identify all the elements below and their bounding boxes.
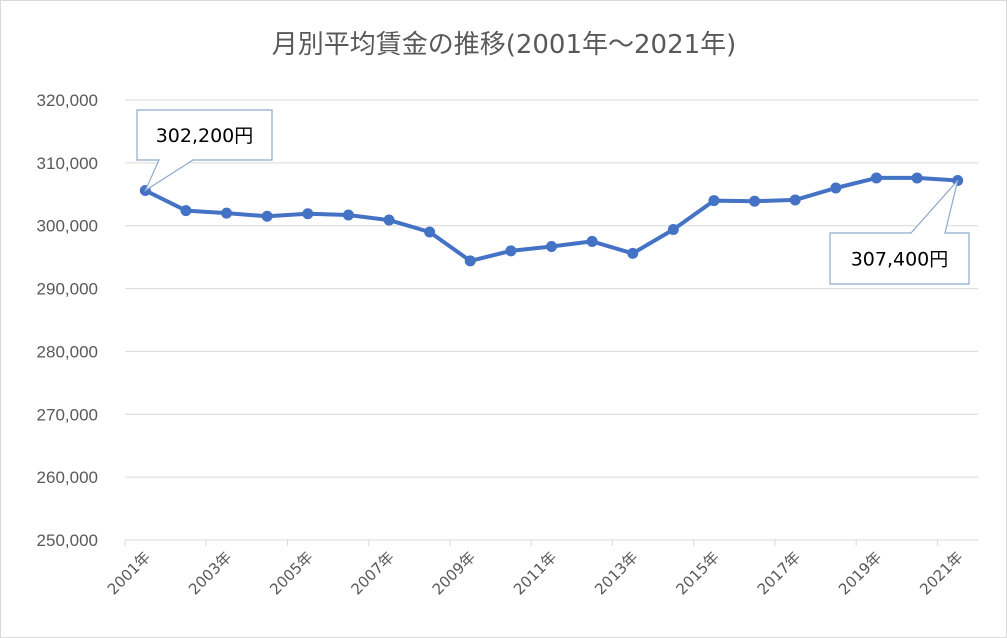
data-point [221, 207, 233, 219]
y-tick-label: 290,000 [37, 280, 98, 299]
x-tick-label: 2009年 [429, 548, 479, 598]
gridlines [125, 99, 978, 478]
data-point [749, 195, 761, 207]
callout-box [136, 109, 273, 193]
y-tick-label: 300,000 [37, 217, 98, 236]
data-point [383, 214, 395, 226]
y-tick-label: 320,000 [37, 91, 98, 110]
x-tick-label: 2007年 [348, 548, 398, 598]
x-tick-label: 2017年 [754, 548, 804, 598]
callout-box [829, 180, 970, 285]
data-point [789, 194, 801, 206]
x-tick-label: 2015年 [672, 548, 722, 598]
x-tick-label: 2013年 [591, 548, 641, 598]
data-point [505, 245, 517, 257]
data-point [870, 172, 882, 184]
x-tick-label: 2005年 [266, 548, 316, 598]
data-point [586, 235, 598, 247]
series-wages [139, 172, 964, 267]
y-tick-label: 280,000 [37, 342, 98, 361]
y-tick-label: 260,000 [37, 468, 98, 487]
x-tick-label: 2001年 [104, 548, 154, 598]
data-point [342, 209, 354, 221]
y-axis-tick-labels: 320,000 310,000 300,000 290,000 280,000 270,0… [37, 91, 98, 550]
data-point [464, 255, 476, 267]
data-point [667, 223, 679, 235]
x-tick-label: 2019年 [835, 548, 885, 598]
data-point [180, 205, 192, 217]
data-point [627, 247, 639, 259]
data-point [261, 210, 273, 222]
y-tick-label: 250,000 [37, 531, 98, 550]
data-point [830, 182, 842, 194]
x-axis: 2001年 2003年 2005年 2007年 2009年 2011年 2013年 2015年… [104, 539, 978, 598]
x-tick-label: 2021年 [916, 548, 966, 598]
y-tick-label: 270,000 [37, 405, 98, 424]
x-tick-label: 2011年 [510, 548, 560, 598]
callout-label: 302,200円 [156, 125, 254, 147]
chart-title: 月別平均賃金の推移(2001年～2021年) [272, 30, 737, 60]
data-point [708, 195, 720, 207]
y-tick-label: 310,000 [37, 154, 98, 173]
callouts: 302,200円 307,400円 [136, 109, 970, 285]
x-tick-label: 2003年 [185, 548, 235, 598]
callout-label: 307,400円 [851, 249, 949, 271]
data-point [911, 172, 923, 184]
data-point [302, 208, 314, 220]
data-point [424, 226, 436, 238]
data-point [546, 240, 557, 252]
